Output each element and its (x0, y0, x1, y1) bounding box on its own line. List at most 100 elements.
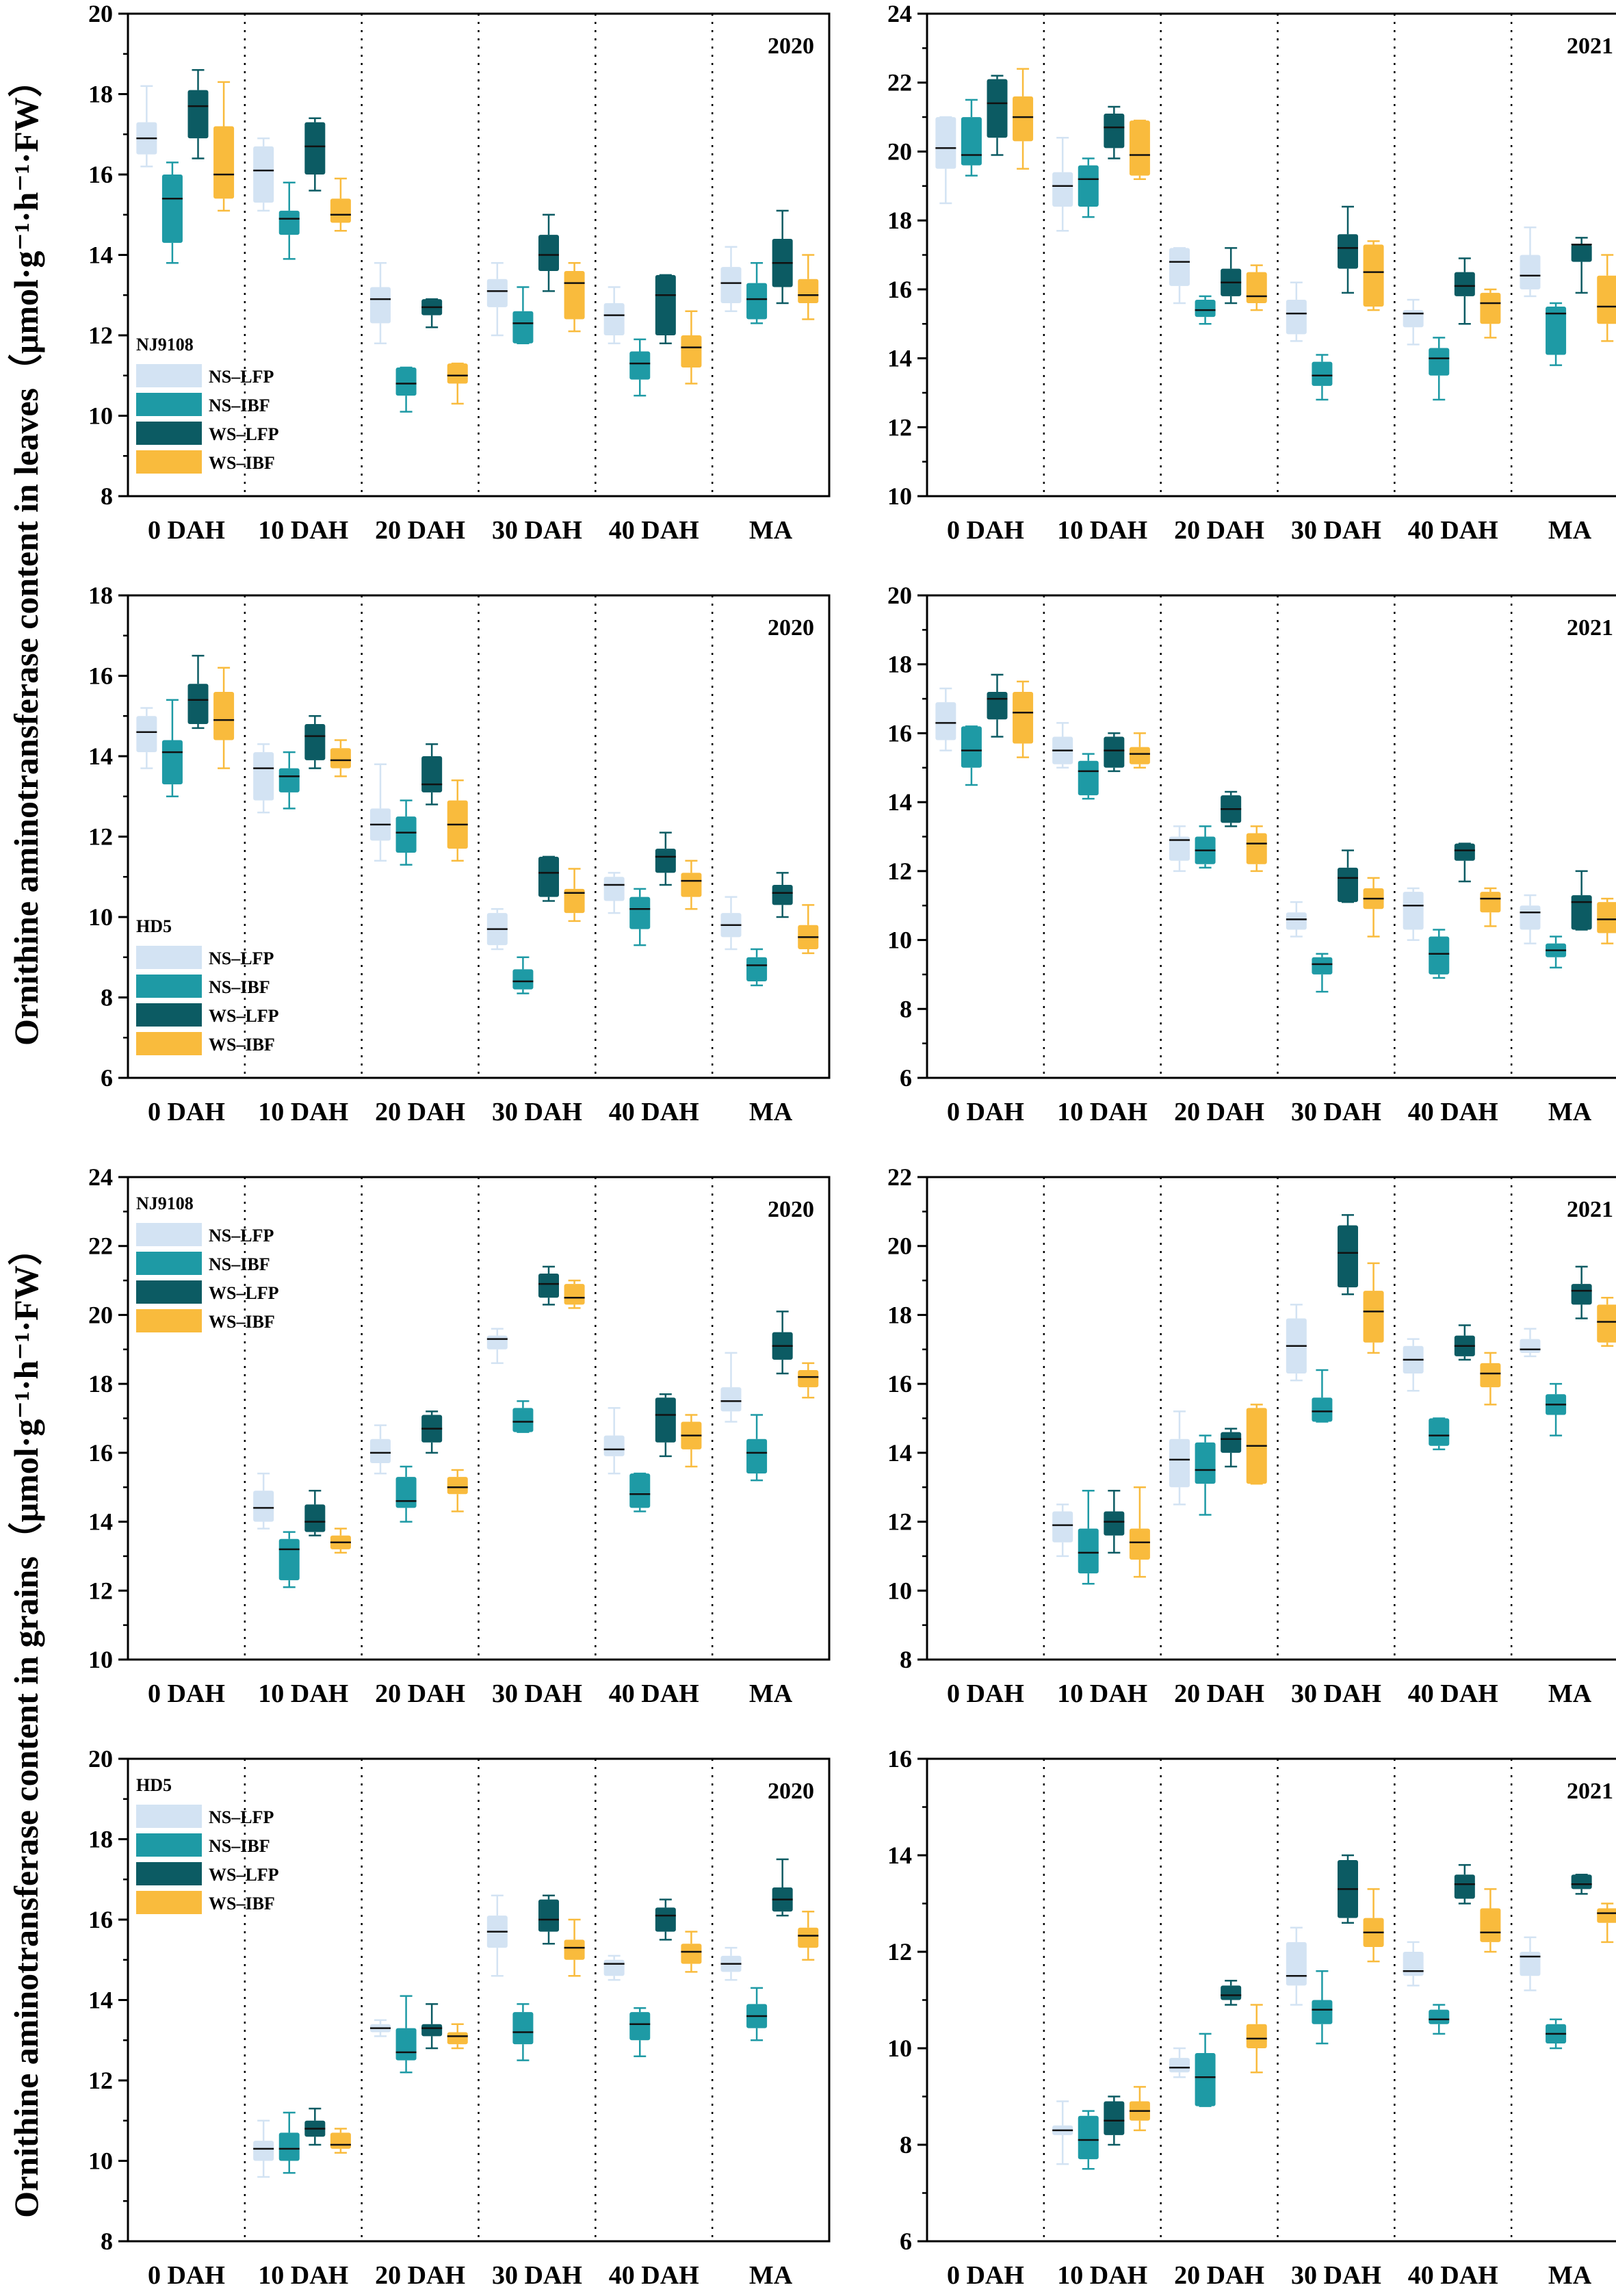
y-tick-label: 20 (88, 0, 113, 27)
box-ws-ibf-20-dah (1247, 826, 1267, 870)
legend-swatch (136, 1833, 202, 1857)
box-body (629, 1473, 650, 1508)
box-body (370, 287, 391, 324)
y-tick-label: 20 (887, 1233, 912, 1260)
box-body (1312, 362, 1332, 386)
box-ws-ibf-20-dah (1247, 2005, 1267, 2073)
y-tick-label: 18 (88, 81, 113, 108)
box-ns-ibf-40-dah (629, 2008, 650, 2056)
y-tick-label: 14 (88, 242, 113, 269)
box-body (798, 1928, 818, 1948)
box-body (1572, 895, 1592, 929)
legend-label: NS–IBF (209, 1254, 270, 1274)
box-ns-ibf-ma (1546, 2020, 1566, 2048)
box-body (1480, 1363, 1500, 1387)
x-category-label: 0 DAH (148, 1679, 225, 1708)
box-ws-lfp-10-dah (1104, 107, 1124, 159)
x-category-label: 20 DAH (375, 2261, 465, 2290)
x-category-label: MA (749, 516, 793, 545)
legend-swatch (136, 1862, 202, 1885)
x-category-label: 40 DAH (1408, 1098, 1498, 1126)
box-body (253, 2141, 274, 2160)
box-body (1572, 1874, 1592, 1889)
box-body (188, 684, 209, 724)
box-body (1572, 1284, 1592, 1304)
y-tick-label: 16 (887, 719, 912, 747)
box-body (987, 79, 1008, 138)
panel-grains-hd5-2020: 8 10 12 14 16 18 20 0 DAH 10 DAH 20 DAH 30 DAH 40 D… (88, 1745, 829, 2290)
chart-panels: 8 10 12 14 16 18 20 0 DAH 10 DAH 20 DAH 30 DAH 40 D… (88, 0, 1616, 2290)
box-body (1429, 937, 1449, 975)
legend-label: NS–LFP (209, 1807, 274, 1827)
box-ns-lfp-0-dah (935, 688, 956, 751)
box-ws-lfp-40-dah (1455, 259, 1475, 324)
x-category-label: 10 DAH (1057, 516, 1147, 545)
year-label: 2021 (1567, 1197, 1613, 1222)
box-ws-lfp-20-dah (1221, 1429, 1241, 1467)
box-ns-ibf-30-dah (1312, 1971, 1332, 2043)
box-ws-lfp-40-dah (655, 1394, 676, 1456)
box-ns-ibf-ma (746, 949, 767, 985)
legend-label: WS–IBF (209, 1035, 275, 1055)
x-category-label: MA (1548, 1098, 1592, 1126)
box-body (396, 2028, 417, 2061)
box-ws-lfp-10-dah (304, 1491, 325, 1535)
box-body (370, 1439, 391, 1463)
box-ws-ibf-40-dah (1480, 1353, 1500, 1405)
legend-label: WS–IBF (209, 453, 275, 473)
box-ws-ibf-ma (798, 905, 818, 953)
box-ws-ibf-ma (1597, 1904, 1616, 1942)
x-category-label: 30 DAH (492, 1679, 582, 1708)
x-category-label: 30 DAH (492, 516, 582, 545)
box-body (655, 275, 676, 335)
x-category-label: 10 DAH (258, 516, 348, 545)
x-category-label: 30 DAH (492, 2261, 582, 2290)
box-ws-ibf-20-dah (447, 363, 468, 404)
box-body (798, 279, 818, 303)
box-body (1455, 844, 1475, 861)
box-body (1480, 293, 1500, 324)
legend-swatch (136, 975, 202, 998)
box-ns-ibf-20-dah (396, 1996, 417, 2073)
x-category-label: 20 DAH (375, 1098, 465, 1126)
box-ws-lfp-40-dah (655, 833, 676, 885)
box-body (538, 1900, 559, 1932)
y-tick-label: 8 (900, 2131, 912, 2158)
legend-swatch (136, 1003, 202, 1027)
box-body (1078, 166, 1099, 207)
box-ws-ibf-40-dah (1480, 888, 1500, 926)
box-ws-lfp-30-dah (538, 1267, 559, 1304)
box-body (1195, 1443, 1216, 1484)
box-ws-lfp-20-dah (1221, 248, 1241, 303)
box-ns-lfp-40-dah (604, 287, 625, 344)
box-body (935, 117, 956, 169)
box-body (961, 117, 982, 166)
x-category-label: 0 DAH (148, 1098, 225, 1126)
box-ws-ibf-30-dah (1364, 1263, 1384, 1353)
box-body (604, 1436, 625, 1456)
y-tick-label: 8 (101, 2228, 113, 2255)
box-ns-ibf-20-dah (1195, 826, 1216, 867)
x-category-label: 10 DAH (1057, 2261, 1147, 2290)
legend-label: NS–IBF (209, 1836, 270, 1856)
box-body (1597, 1909, 1616, 1923)
box-ws-lfp-10-dah (304, 716, 325, 768)
legend-title: NJ9108 (136, 1194, 194, 1213)
box-body (1247, 833, 1267, 864)
box-ws-lfp-30-dah (538, 1896, 559, 1944)
y-tick-label: 8 (101, 984, 113, 1011)
box-body (279, 211, 300, 235)
box-ws-ibf-20-dah (447, 780, 468, 861)
box-body (162, 740, 183, 785)
x-category-label: 40 DAH (609, 516, 699, 545)
box-body (1247, 272, 1267, 303)
y-tick-label: 24 (88, 1163, 113, 1191)
box-body (1104, 1511, 1124, 1535)
y-tick-label: 22 (88, 1233, 113, 1260)
y-tick-label: 8 (900, 1646, 912, 1673)
box-body (396, 816, 417, 853)
y-tick-label: 14 (887, 345, 912, 372)
box-body (1364, 244, 1384, 307)
box-ws-ibf-10-dah (330, 740, 351, 777)
year-label: 2021 (1567, 615, 1613, 641)
